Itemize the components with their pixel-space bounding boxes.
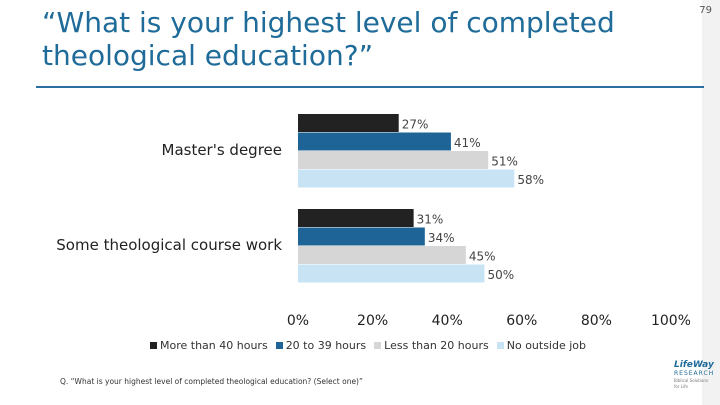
- x-tick-label: 20%: [357, 313, 388, 329]
- slide-title: “What is your highest level of completed…: [42, 6, 615, 72]
- bar: [298, 114, 399, 132]
- lifeway-research-logo: LifeWay RESEARCH Biblical Solutions for …: [674, 360, 714, 398]
- bar: [298, 169, 515, 188]
- legend-swatch: [374, 342, 382, 349]
- bar-chart: Master's degree 27% 41% 51% 58% Some theologi…: [56, 114, 690, 329]
- logo-line-2: RESEARCH: [674, 370, 715, 377]
- legend-entry: No outside job: [496, 339, 587, 352]
- logo-line-3: Biblical Solutions for Life: [674, 378, 709, 389]
- title-divider: [36, 86, 704, 88]
- bar: [298, 227, 425, 246]
- logo-line-1: LifeWay: [674, 360, 714, 370]
- legend-swatch: [275, 342, 283, 349]
- page-number: 79: [699, 5, 712, 16]
- legend-label: No outside job: [506, 339, 587, 352]
- data-label: 45%: [469, 250, 496, 264]
- bar: [298, 132, 451, 151]
- bar: [298, 151, 489, 169]
- data-label: 58%: [517, 173, 544, 187]
- legend-entry: 20 to 39 hours: [275, 339, 367, 352]
- legend-label: Less than 20 hours: [384, 339, 489, 352]
- bar: [298, 209, 414, 227]
- survey-question-footnote: Q. “What is your highest level of comple…: [60, 377, 363, 386]
- legend-label: More than 40 hours: [160, 339, 268, 352]
- bar: [298, 246, 466, 264]
- data-label: 31%: [417, 213, 444, 227]
- x-tick-label: 100%: [651, 313, 690, 329]
- category-label: Master's degree: [162, 141, 283, 159]
- legend-entry: More than 40 hours: [150, 339, 268, 352]
- x-tick-label: 0%: [287, 313, 309, 329]
- data-label: 27%: [402, 118, 429, 132]
- bar: [298, 264, 485, 283]
- data-label: 41%: [454, 136, 481, 150]
- chart-legend: More than 40 hours 20 to 39 hours Less tha…: [150, 339, 586, 352]
- legend-swatch: [150, 342, 157, 349]
- category-label: Some theological course work: [56, 236, 282, 254]
- data-label: 34%: [428, 231, 455, 245]
- legend-label: 20 to 39 hours: [285, 339, 367, 352]
- legend-entry: Less than 20 hours: [374, 339, 489, 352]
- data-label: 51%: [491, 155, 518, 169]
- x-tick-label: 80%: [581, 313, 612, 329]
- x-tick-label: 60%: [506, 313, 537, 329]
- data-label: 50%: [488, 268, 515, 282]
- right-margin-strip: [702, 0, 720, 405]
- x-tick-label: 40%: [432, 313, 463, 329]
- legend-swatch: [496, 342, 504, 349]
